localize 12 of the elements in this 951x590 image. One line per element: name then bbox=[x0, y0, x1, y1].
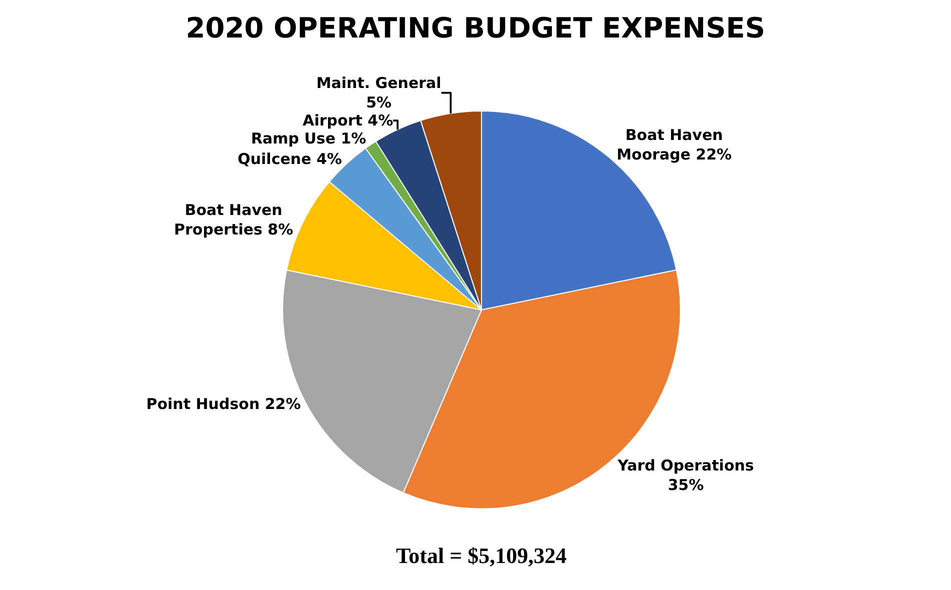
chart-title: 2020 OPERATING BUDGET EXPENSES bbox=[186, 11, 766, 44]
slice-label: Boat Haven Moorage 22% bbox=[616, 126, 732, 164]
slice-label: Point Hudson 22% bbox=[146, 395, 301, 414]
data-label: 5% bbox=[366, 94, 392, 112]
slice-label: Airport 4% bbox=[302, 112, 394, 130]
slice-label: Maint. General bbox=[316, 74, 442, 92]
slice-label: Ramp Use 1% bbox=[250, 130, 366, 148]
text: Total = $5,109,324 bbox=[396, 543, 567, 568]
slice-label: Boat Haven Properties 8% bbox=[174, 200, 294, 238]
slice-label: Quilcene 4% bbox=[238, 150, 342, 168]
data-label: 35% bbox=[668, 476, 704, 494]
slice-label: Yard Operations bbox=[616, 456, 754, 475]
